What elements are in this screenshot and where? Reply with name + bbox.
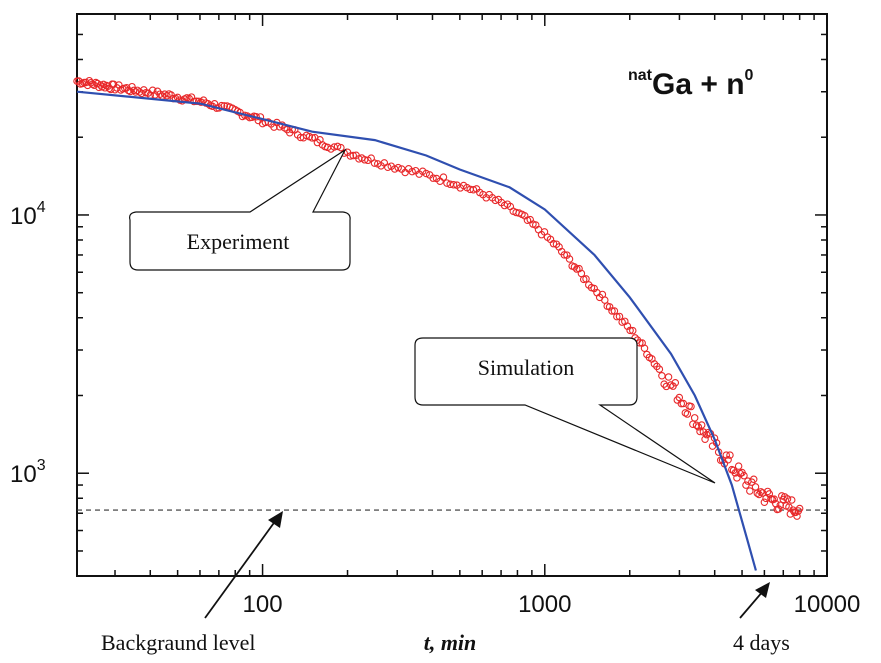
experiment-point [626,326,634,335]
experiment-point [697,421,706,429]
experiment-point [749,475,758,483]
experiment-point [726,451,734,459]
experiment-point [523,216,532,224]
experiment-point [422,169,430,178]
experiment-point [658,372,666,380]
plot-frame [76,13,828,577]
title-sup2: 0 [745,67,754,84]
experiment-point [337,143,345,152]
title-main: Ga + n [652,68,745,101]
background-arrow [204,511,283,619]
y-tick-label: 104 [10,199,46,230]
experiment-point [774,505,783,513]
x-tick-label: 1000 [518,591,571,618]
experiment-point [443,179,451,187]
experiment-point [655,365,664,373]
experiment-point [346,152,355,160]
experiment-point [469,186,478,194]
background-label: Backgraund level [101,630,256,655]
experiment-point [128,82,136,91]
experiment-point [751,483,760,491]
experiment-point [690,414,699,422]
experiment-point [349,151,357,160]
experiment-point [787,496,796,504]
experiment-point [702,430,711,439]
simulation-callout: Simulation [414,337,716,484]
experiment-point [190,97,198,106]
experiment-point [126,87,134,96]
experiment-point [570,263,579,271]
x-axis-label: t, min [424,630,477,655]
experiment-point [742,481,750,489]
experiment-point [767,494,775,503]
experiment-point [722,451,731,459]
experiment-point [724,456,732,464]
experiment-point [192,97,201,105]
experiment-label: Experiment [187,229,290,254]
experiment-point [683,410,692,418]
axis-ticks: 100 1000 10000 103 104 [10,13,861,618]
experiment-point [736,469,745,478]
simulation-series [76,90,757,571]
experiment-point [640,344,649,353]
experiment-point [692,421,701,430]
days-label: 4 days [733,630,790,655]
experiment-point [608,307,616,315]
experiment-point [308,134,317,142]
y-tick-label: 103 [10,457,46,488]
experiment-point [650,360,659,368]
experiment-point [765,490,774,498]
experiment-series [73,76,804,520]
experiment-point [394,163,402,172]
experiment-point [197,98,205,106]
x-tick-label: 10000 [794,591,861,618]
experiment-point [549,239,558,248]
experiment-point [333,142,342,151]
experiment-point [671,379,680,387]
experiment-point [629,326,637,335]
experiment-callout: Experiment [129,148,351,271]
experiment-point [664,373,673,381]
experiment-point [187,93,196,101]
experiment-point [753,489,762,497]
experiment-point [734,462,743,470]
title-sup: nat [628,67,653,84]
experiment-point [687,402,695,411]
experiment-point [439,173,448,181]
experiment-point [115,81,123,89]
experiment-point [795,504,804,513]
experiment-point [740,471,748,480]
experiment-point [565,255,574,263]
experiment-point [793,512,801,520]
experiment-point [582,275,590,283]
experiment-point [770,495,778,503]
experiment-point [429,174,437,182]
experiment-point [449,180,458,189]
experiment-point [163,92,171,100]
chart-title: natGa + n0 [628,67,754,101]
experiment-point [746,487,754,495]
experiment-point [701,435,709,444]
experiment-point [605,303,614,311]
x-tick-label: 100 [243,591,283,618]
experiment-point [384,163,392,171]
experiment-point [408,167,416,176]
experiment-point [370,159,379,167]
experiment-point [560,251,569,259]
experiment-point [760,498,769,507]
experiment-point [613,312,621,321]
experiment-point [783,495,792,503]
simulation-label: Simulation [478,355,575,380]
days-arrow [739,582,770,619]
